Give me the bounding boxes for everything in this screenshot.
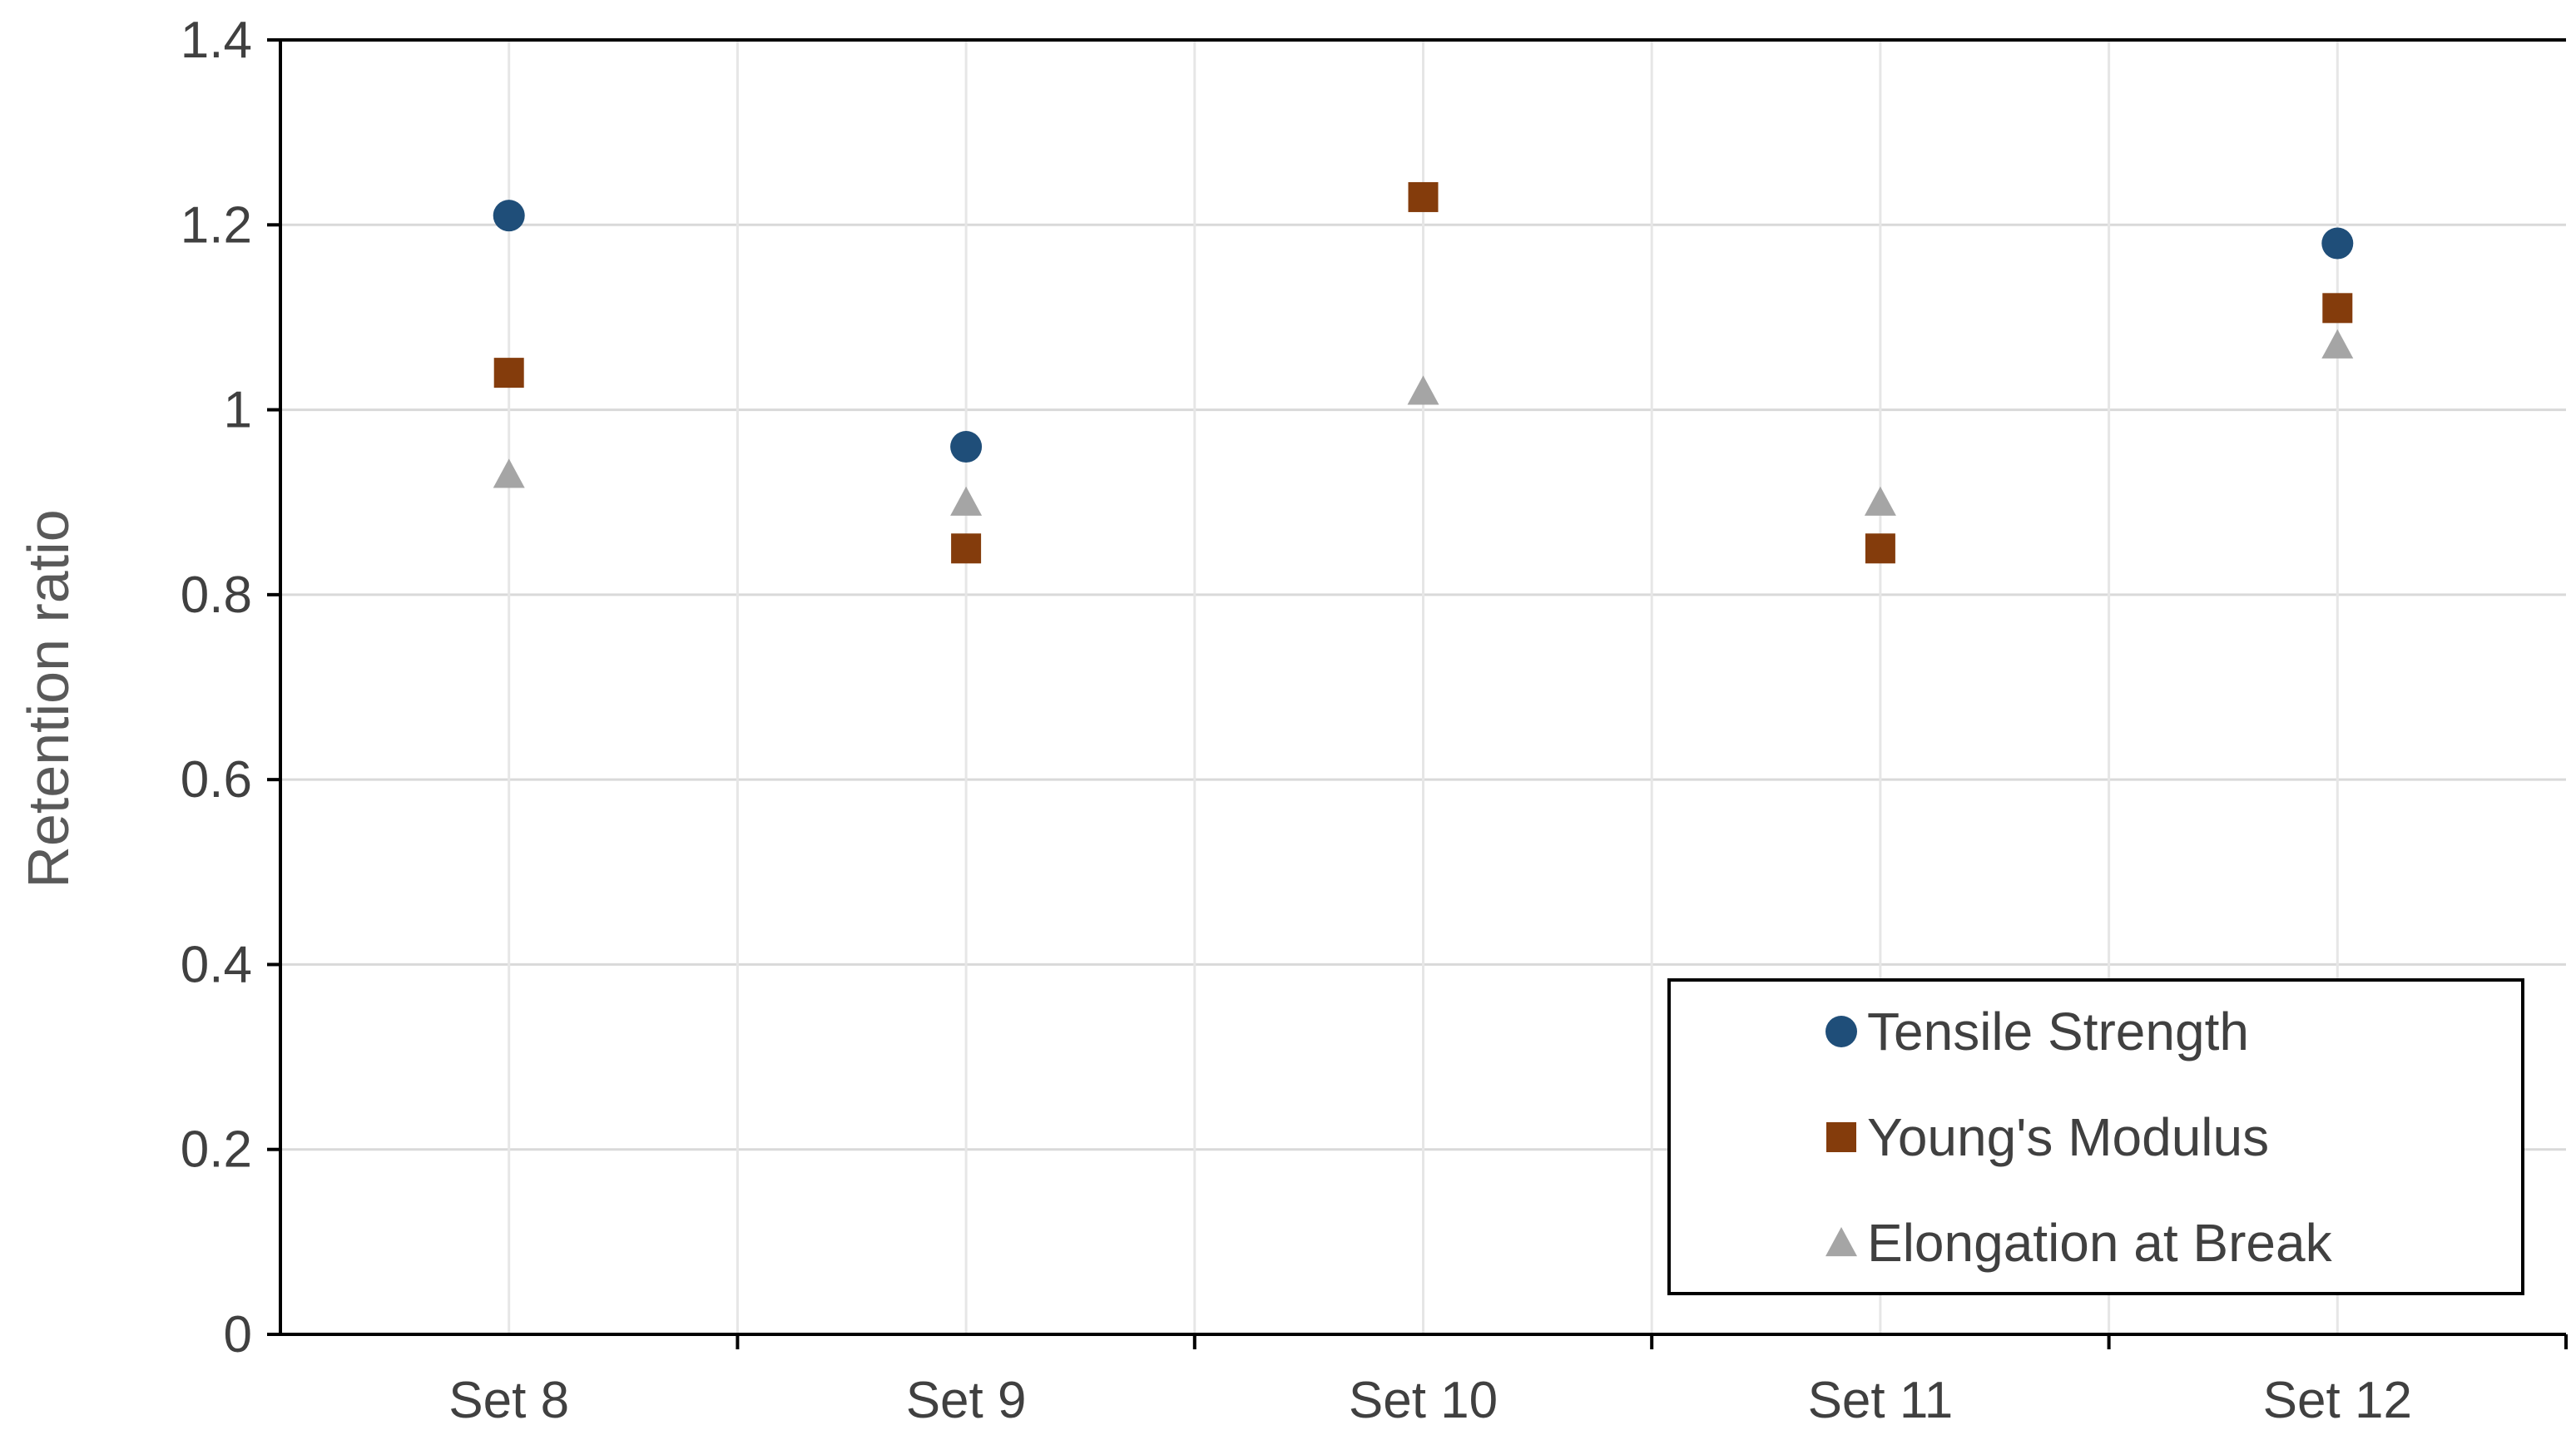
y-tick-label: 0.4 [181,936,252,993]
y-axis-ticks: 0 0.2 0.4 0.6 0.8 1 1.2 1.4 [181,12,280,1363]
x-tick-label: Set 12 [2263,1372,2412,1429]
y-tick-label: 0.6 [181,751,252,809]
legend-marker-triangle [1825,1227,1857,1257]
data-point-triangle [1864,486,1896,516]
data-point-triangle [1407,375,1439,405]
data-point-square [1408,181,1439,212]
data-points [493,181,2354,564]
data-point-circle [493,200,525,232]
y-axis-title: Retention ratio [16,509,81,888]
data-point-square [493,358,524,388]
legend-label: Elongation at Break [1867,1213,2333,1273]
y-tick-label: 0 [224,1306,252,1363]
data-point-square [1865,533,1895,564]
legend-item: Young's Modulus [1826,1107,2269,1167]
y-tick-label: 0.2 [181,1121,252,1179]
legend-label: Tensile Strength [1867,1002,2249,1061]
y-tick-label: 0.8 [181,567,252,624]
legend-marker-circle [1825,1016,1857,1047]
data-point-circle [950,431,983,463]
x-tick-label: Set 9 [906,1372,1027,1429]
x-tick-label: Set 8 [448,1372,569,1429]
legend-item: Elongation at Break [1825,1213,2333,1273]
legend: Tensile Strength Young's Modulus Elongatio… [1667,978,2524,1295]
data-point-triangle [2321,329,2354,359]
x-tick-label: Set 11 [1808,1372,1954,1429]
y-tick-label: 1.2 [181,196,252,254]
legend-box [1667,978,2524,1295]
x-axis-ticks: Set 8 Set 9 Set 10 Set 11 Set 12 [448,1334,2568,1429]
data-point-square [2322,293,2353,324]
data-point-circle [2321,227,2354,260]
y-tick-label: 1 [224,382,252,439]
legend-marker-square [1826,1122,1856,1152]
series-circle [493,200,2354,463]
legend-item: Tensile Strength [1825,1002,2249,1061]
series-triangle [493,329,2354,516]
x-tick-label: Set 10 [1349,1372,1498,1429]
legend-label: Young's Modulus [1867,1107,2269,1167]
data-point-triangle [950,486,983,516]
series-square [493,181,2353,564]
data-point-triangle [493,458,525,488]
y-tick-label: 1.4 [181,12,252,69]
data-point-square [951,533,982,564]
axes [279,38,2566,1336]
